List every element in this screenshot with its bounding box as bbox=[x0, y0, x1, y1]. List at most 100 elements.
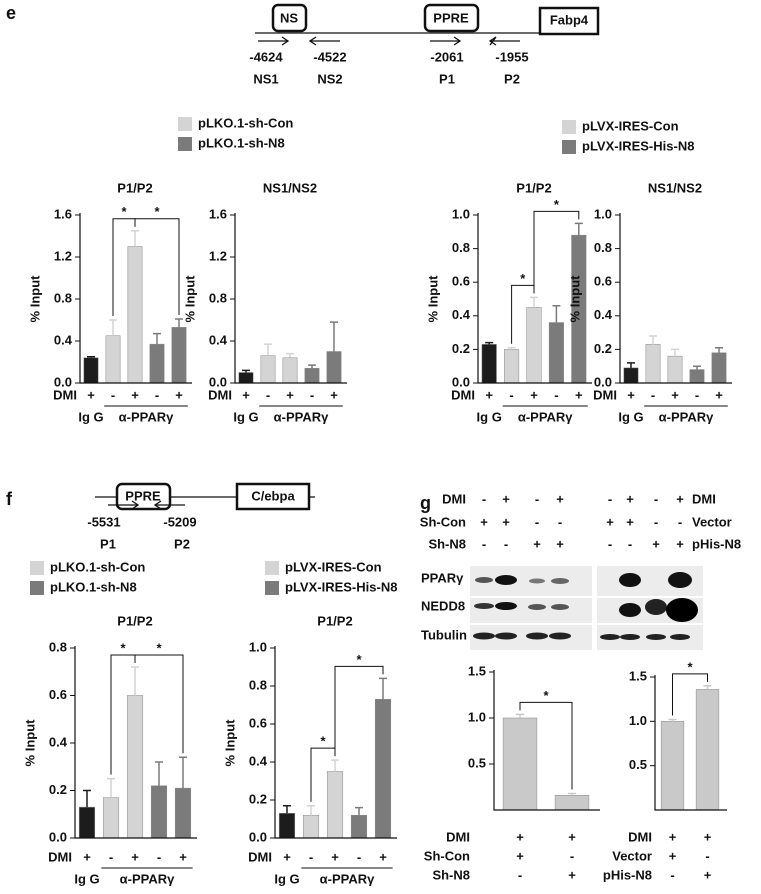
band bbox=[526, 632, 548, 640]
box bbox=[538, 6, 600, 36]
primer-label: P1 bbox=[100, 536, 116, 551]
x-row-sign: - bbox=[266, 387, 270, 402]
bar bbox=[304, 368, 320, 384]
y-tick-label: 0.6 bbox=[452, 274, 470, 289]
y-tick-label: 0.8 bbox=[452, 240, 470, 255]
axis bbox=[274, 646, 397, 839]
bar bbox=[126, 695, 144, 839]
primer-label: P2 bbox=[174, 536, 190, 551]
primer-arrow bbox=[488, 36, 520, 46]
bar bbox=[174, 787, 192, 839]
error-bar bbox=[307, 804, 315, 816]
blot-image bbox=[470, 566, 703, 650]
blot-sign: - bbox=[654, 514, 658, 529]
bar bbox=[78, 806, 96, 839]
bar bbox=[548, 322, 564, 384]
x-row-sign: - bbox=[111, 387, 115, 402]
axis bbox=[477, 213, 592, 384]
error-bar bbox=[83, 789, 91, 808]
blot-sign: - bbox=[535, 491, 539, 506]
blot-sign: + bbox=[556, 536, 564, 551]
band bbox=[529, 578, 545, 584]
x-row-sign: - bbox=[310, 387, 314, 402]
chart-title: P1/P2 bbox=[317, 613, 352, 628]
error-bar bbox=[264, 343, 272, 356]
group-label: Ig G bbox=[233, 409, 258, 424]
bar bbox=[350, 814, 368, 839]
y-axis-label: % Input bbox=[222, 719, 237, 767]
y-tick-label: 0.4 bbox=[54, 332, 73, 347]
band bbox=[646, 634, 666, 640]
bar bbox=[260, 355, 276, 384]
y-tick-label: 0.2 bbox=[249, 791, 267, 806]
significance-label: * bbox=[120, 640, 126, 655]
legend-label: pLKO.1-sh-Con bbox=[50, 559, 145, 574]
x-row-sign: + bbox=[530, 387, 538, 402]
bar bbox=[149, 343, 165, 384]
group-label: α-PPARγ bbox=[320, 871, 375, 886]
box bbox=[115, 482, 172, 511]
x-row-sign: - bbox=[155, 387, 159, 402]
bar bbox=[623, 367, 639, 384]
error-bar bbox=[671, 348, 679, 357]
x-row-sign: + bbox=[568, 829, 576, 844]
x-row-sign: + bbox=[627, 387, 635, 402]
bar bbox=[711, 352, 727, 384]
chart-title: NS1/NS2 bbox=[263, 180, 317, 195]
error-bar bbox=[283, 804, 291, 814]
error-bar bbox=[155, 761, 163, 786]
panel-label: f bbox=[6, 489, 13, 509]
band-label: Tubulin bbox=[421, 627, 467, 642]
significance-label: * bbox=[356, 652, 362, 667]
blot-sign: + bbox=[502, 491, 510, 506]
group-label: Ig G bbox=[78, 409, 103, 424]
blot-sign: + bbox=[676, 491, 684, 506]
band bbox=[495, 632, 517, 640]
x-row-sign: - bbox=[518, 867, 522, 882]
x-row-sign: + bbox=[575, 387, 583, 402]
y-tick-label: 1.0 bbox=[468, 709, 486, 724]
y-tick-label: 1.6 bbox=[209, 206, 227, 221]
error-bar bbox=[330, 321, 338, 352]
band bbox=[495, 602, 517, 610]
y-tick-label: 0.6 bbox=[49, 687, 67, 702]
significance-bracket bbox=[134, 218, 180, 315]
position-label: -5531 bbox=[87, 514, 120, 529]
legend-label: pLVX-IRES-Con bbox=[285, 559, 382, 574]
legend-swatch bbox=[178, 117, 192, 131]
x-row-sign: - bbox=[695, 387, 699, 402]
bar bbox=[502, 717, 538, 811]
x-row-sign: + bbox=[379, 849, 387, 864]
blot-sign: + bbox=[533, 536, 541, 551]
y-tick-label: 1.0 bbox=[249, 639, 267, 654]
y-tick-label: 0.0 bbox=[594, 374, 612, 389]
x-row-sign: + bbox=[131, 387, 139, 402]
group-label: Ig G bbox=[74, 871, 99, 886]
x-row-label: DMI bbox=[208, 387, 232, 402]
band bbox=[600, 634, 620, 640]
position-label: -4624 bbox=[249, 49, 283, 64]
error-bar bbox=[153, 332, 161, 345]
x-row-label: DMI bbox=[248, 849, 272, 864]
y-tick-label: 0.4 bbox=[249, 753, 268, 768]
error-bar bbox=[308, 364, 316, 369]
axis bbox=[234, 213, 347, 384]
panel-label: e bbox=[6, 3, 16, 23]
x-row-sign: + bbox=[331, 849, 339, 864]
position-label: -1955 bbox=[495, 49, 528, 64]
y-axis-label: % Input bbox=[425, 275, 440, 323]
x-row-sign: + bbox=[286, 387, 294, 402]
legend-swatch bbox=[30, 581, 44, 595]
x-row-sign: + bbox=[516, 829, 524, 844]
x-row-sign: + bbox=[485, 387, 493, 402]
x-row-sign: - bbox=[309, 849, 313, 864]
blot-sign: + bbox=[626, 491, 634, 506]
error-bar bbox=[668, 718, 677, 722]
x-row-sign: + bbox=[671, 387, 679, 402]
bar bbox=[695, 689, 720, 811]
significance-label: * bbox=[156, 640, 162, 655]
legend-swatch bbox=[178, 137, 192, 151]
x-row-sign: + bbox=[83, 849, 91, 864]
band bbox=[619, 573, 641, 587]
